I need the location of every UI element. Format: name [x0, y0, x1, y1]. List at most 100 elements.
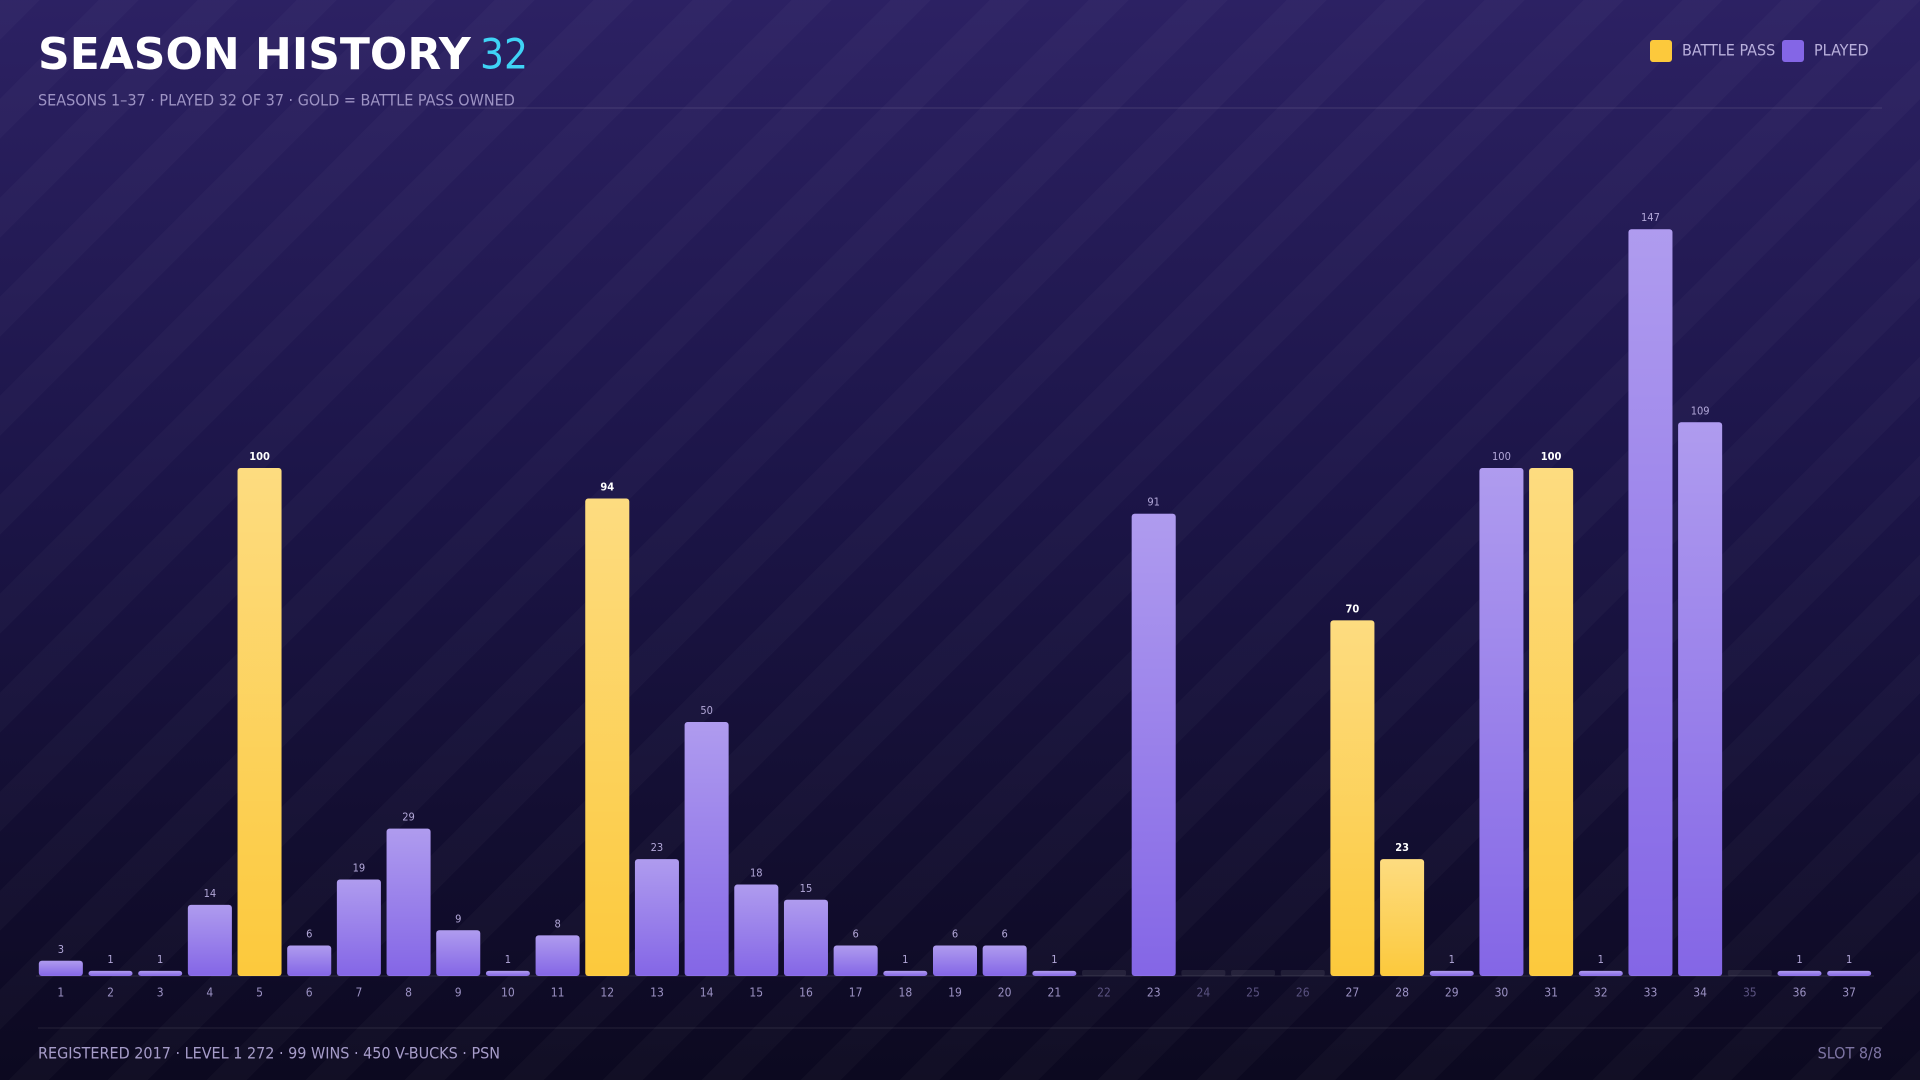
value-label: 8 [554, 917, 560, 930]
bar [1330, 620, 1375, 976]
value-label: 100 [1541, 450, 1562, 463]
unplayed-stub [1231, 970, 1276, 976]
bar [982, 945, 1027, 976]
value-label: 1 [1598, 953, 1604, 966]
bar [684, 722, 729, 976]
x-tick-label: 25 [1246, 986, 1260, 1000]
legend-swatch [1650, 40, 1672, 62]
value-label: 1 [157, 953, 163, 966]
bar [634, 859, 679, 976]
x-tick-label: 17 [849, 986, 863, 1000]
x-tick-label: 28 [1395, 986, 1409, 1000]
value-label: 1 [107, 953, 113, 966]
x-tick-label: 7 [355, 986, 362, 1000]
bar [933, 945, 977, 976]
x-tick-label: 26 [1296, 986, 1310, 1000]
x-tick-label: 33 [1644, 986, 1658, 1000]
bar [436, 930, 481, 976]
bar [1827, 970, 1872, 976]
bar [38, 960, 83, 976]
x-tick-label: 5 [256, 986, 263, 1000]
value-label: 18 [750, 867, 763, 880]
x-tick-label: 3 [157, 986, 164, 1000]
x-tick-label: 13 [650, 986, 664, 1000]
value-label: 6 [306, 928, 312, 941]
footer-stats: REGISTERED 2017 · LEVEL 1 272 · 99 WINS … [38, 1044, 500, 1063]
x-tick-label: 36 [1793, 986, 1807, 1000]
bar [1678, 422, 1723, 976]
x-tick-label: 27 [1346, 986, 1360, 1000]
bar [1529, 468, 1574, 976]
bar [485, 970, 530, 976]
season-count: 32 [480, 30, 528, 79]
value-label: 1 [1449, 953, 1455, 966]
subtitle: SEASONS 1–37 · PLAYED 32 OF 37 · GOLD = … [38, 91, 515, 110]
value-label: 29 [402, 811, 415, 824]
value-label: 15 [800, 882, 813, 895]
bar [1131, 513, 1176, 976]
bar [1380, 859, 1425, 976]
bar [1578, 970, 1623, 976]
bar [734, 884, 779, 976]
value-label: 9 [455, 912, 461, 925]
x-tick-label: 11 [551, 986, 565, 1000]
unplayed-stub [1280, 970, 1325, 976]
x-tick-label: 31 [1544, 986, 1558, 1000]
bar [187, 904, 232, 976]
value-label: 23 [651, 841, 664, 854]
x-tick-label: 35 [1743, 986, 1757, 1000]
bar [1479, 468, 1524, 976]
bar [1032, 970, 1077, 976]
bar [287, 945, 332, 976]
bar [1628, 229, 1673, 977]
bar [138, 970, 183, 976]
bar [783, 899, 828, 976]
x-tick-label: 20 [998, 986, 1012, 1000]
value-label: 91 [1147, 496, 1160, 509]
x-tick-label: 16 [799, 986, 813, 1000]
x-tick-label: 30 [1495, 986, 1509, 1000]
x-tick-label: 14 [700, 986, 714, 1000]
value-label: 1 [505, 953, 511, 966]
x-tick-label: 37 [1842, 986, 1856, 1000]
x-tick-label: 4 [206, 986, 213, 1000]
x-tick-label: 21 [1047, 986, 1061, 1000]
legend-label: PLAYED [1814, 41, 1869, 60]
footer-slot: SLOT 8/8 [1818, 1044, 1882, 1063]
value-label: 3 [58, 943, 64, 956]
value-label: 1 [902, 953, 908, 966]
legend-label: BATTLE PASS [1682, 41, 1775, 60]
x-tick-label: 8 [405, 986, 412, 1000]
value-label: 6 [952, 928, 958, 941]
value-label: 109 [1691, 404, 1710, 417]
value-label: 100 [249, 450, 270, 463]
value-label: 1 [1796, 953, 1802, 966]
x-tick-label: 32 [1594, 986, 1608, 1000]
unplayed-stub [1727, 970, 1772, 976]
value-label: 1 [1051, 953, 1057, 966]
bar [883, 970, 928, 976]
x-tick-label: 10 [501, 986, 515, 1000]
unplayed-stub [1082, 970, 1127, 976]
bar [336, 879, 381, 976]
x-tick-label: 23 [1147, 986, 1161, 1000]
value-label: 23 [1395, 841, 1409, 854]
value-label: 100 [1492, 450, 1511, 463]
x-tick-label: 24 [1197, 986, 1211, 1000]
unplayed-stub [1181, 970, 1226, 976]
x-tick-label: 18 [898, 986, 912, 1000]
bar [237, 468, 282, 976]
bar [535, 935, 580, 976]
x-tick-label: 9 [455, 986, 462, 1000]
value-label: 19 [353, 861, 366, 874]
bar [1777, 970, 1822, 976]
bar [386, 828, 431, 976]
x-tick-label: 29 [1445, 986, 1459, 1000]
value-label: 50 [700, 704, 713, 717]
value-label: 6 [853, 928, 859, 941]
value-label: 70 [1346, 602, 1360, 615]
value-label: 6 [1002, 928, 1008, 941]
x-tick-label: 22 [1097, 986, 1111, 1000]
